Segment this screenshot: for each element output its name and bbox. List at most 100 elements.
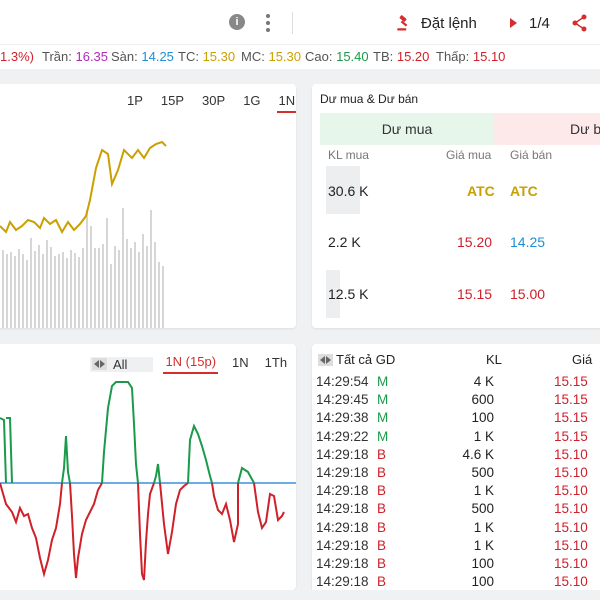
place-order-button[interactable]: Đặt lệnh [395, 12, 477, 34]
ob-gia-mua[interactable]: 15.15 [457, 286, 493, 302]
flow-line-positive [187, 423, 213, 484]
trade-time: 14:29:22 [316, 428, 369, 444]
more-options-icon[interactable] [262, 12, 274, 34]
trade-volume: 1 K [473, 428, 494, 444]
tab-30p[interactable]: 30P [202, 93, 226, 108]
top-bar: i Đặt lệnh 1/4 [0, 0, 600, 44]
flow-line-positive [153, 463, 161, 484]
trade-time: 14:29:18 [316, 483, 369, 499]
ob-gia-ban[interactable]: 15.00 [510, 286, 546, 302]
ob-kl: 12.5 K [328, 286, 369, 302]
tab-1p[interactable]: 1P [127, 93, 143, 108]
ob-kl: 2.2 K [328, 234, 361, 250]
order-book-card: Dư mua & Dư bán Dư mua Dư b KL mua Giá m… [312, 84, 600, 328]
flow-line-negative [211, 482, 239, 543]
expand-arrows-icon [92, 358, 107, 370]
trade-price: 15.10 [554, 483, 588, 499]
trade-price: 15.10 [554, 555, 588, 571]
trade-volume: 4 K [473, 374, 494, 389]
tab-1n[interactable]: 1N [232, 355, 249, 370]
trade-side: B [377, 464, 387, 480]
trade-row: 14:29:45 M 600 15.15 [316, 392, 600, 410]
trade-volume: 100 [471, 410, 494, 426]
trade-side: B [377, 574, 387, 590]
trade-volume: 1 K [473, 519, 494, 535]
trade-volume: 600 [471, 392, 494, 408]
chart-timeframe-tabs: 1P 15P 30P 1G 1N [118, 93, 296, 113]
share-icon[interactable] [572, 14, 588, 32]
trade-price: 15.15 [554, 410, 588, 426]
tab-15p[interactable]: 15P [160, 93, 185, 108]
tab-1g[interactable]: 1G [243, 93, 261, 108]
change-percent: 1.3%) [0, 49, 34, 64]
ob-kl: 30.6 K [328, 183, 369, 199]
match-price: MC: 15.30 [241, 49, 302, 64]
trade-volume: 500 [471, 464, 494, 480]
trade-volume: 100 [471, 555, 494, 571]
trade-side: B [377, 446, 387, 462]
ob-gia-ban[interactable]: ATC [510, 183, 538, 199]
col-gia-ban: Giá bán [510, 148, 553, 162]
trade-time: 14:29:18 [316, 446, 369, 462]
tab-1n-15p[interactable]: 1N (15p) [163, 354, 219, 374]
trade-row: 14:29:18 B 1 K 15.10 [316, 520, 600, 538]
trade-volume: 1 K [473, 537, 494, 553]
ceiling-price: Trần: 16.35 [42, 49, 109, 64]
trade-row: 14:29:18 B 1 K 15.10 [316, 483, 600, 501]
flow-line-positive [0, 417, 7, 484]
place-order-label: Đặt lệnh [421, 14, 477, 32]
flow-line-positive [61, 435, 71, 484]
all-selector[interactable]: All [90, 356, 154, 372]
trade-time: 14:29:18 [316, 537, 369, 553]
trade-side: M [377, 428, 389, 444]
trade-side: B [377, 519, 387, 535]
trade-volume: 100 [471, 574, 494, 590]
trade-row: 14:29:18 B 500 15.10 [316, 501, 600, 519]
col-gia: Giá [572, 352, 593, 367]
trades-filter[interactable]: Tất cả GD [336, 352, 396, 367]
trade-row: 14:29:22 M 1 K 15.15 [316, 429, 600, 447]
trade-row: 14:29:38 M 100 15.15 [316, 410, 600, 428]
pager[interactable]: 1/4 [510, 12, 550, 34]
tab-1th[interactable]: 1Th [264, 355, 288, 370]
flow-line-positive [6, 417, 13, 484]
col-kl: KL [486, 352, 502, 367]
order-book-title: Dư mua & Dư bán [320, 92, 419, 106]
ob-gia-mua[interactable]: ATC [467, 183, 495, 199]
trade-side: M [377, 374, 389, 389]
toolbar-divider [292, 12, 293, 34]
trade-side: M [377, 392, 389, 408]
trade-price: 15.15 [554, 374, 588, 389]
price-info-bar: 1.3%) Trần: 16.35 Sàn: 14.25 TC: 15.30 M… [0, 44, 600, 69]
price-chart [0, 140, 167, 328]
flow-chart [0, 381, 296, 581]
info-icon[interactable]: i [229, 14, 245, 30]
flow-line-negative [0, 482, 63, 578]
sell-header: Dư b [494, 113, 600, 145]
ob-gia-ban[interactable]: 14.25 [510, 234, 546, 250]
price-chart-card: 1P 15P 30P 1G 1N [0, 84, 296, 328]
expand-arrows-icon[interactable] [318, 354, 333, 366]
ref-price: TC: 15.30 [178, 49, 236, 64]
trade-time: 14:29:18 [316, 464, 369, 480]
gavel-icon [397, 15, 408, 31]
tab-1n[interactable]: 1N [276, 93, 296, 113]
trade-side: B [377, 555, 387, 571]
ob-gia-mua[interactable]: 15.20 [457, 234, 493, 250]
play-icon[interactable] [510, 18, 517, 28]
trade-row: 14:29:18 B 100 15.10 [316, 556, 600, 574]
trade-volume: 4.6 K [462, 446, 494, 462]
flow-line-negative [159, 482, 189, 555]
flow-line-positive [237, 466, 255, 484]
low-price: Thấp: 15.10 [436, 49, 506, 64]
bottom-strip [0, 590, 600, 600]
trade-row: 14:29:18 B 4.6 K 15.10 [316, 447, 600, 465]
trades-card: Tất cả GD KL Giá 14:29:54 M 4 K 15.15 14:29:… [312, 344, 600, 600]
flow-line-negative [69, 482, 103, 579]
trade-price: 15.10 [554, 501, 588, 517]
trade-volume: 500 [471, 501, 494, 517]
trade-time: 14:29:54 [316, 374, 369, 389]
flow-line-positive [101, 381, 139, 484]
col-kl-mua: KL mua [328, 148, 369, 162]
trade-row: 14:29:18 B 1 K 15.10 [316, 538, 600, 556]
